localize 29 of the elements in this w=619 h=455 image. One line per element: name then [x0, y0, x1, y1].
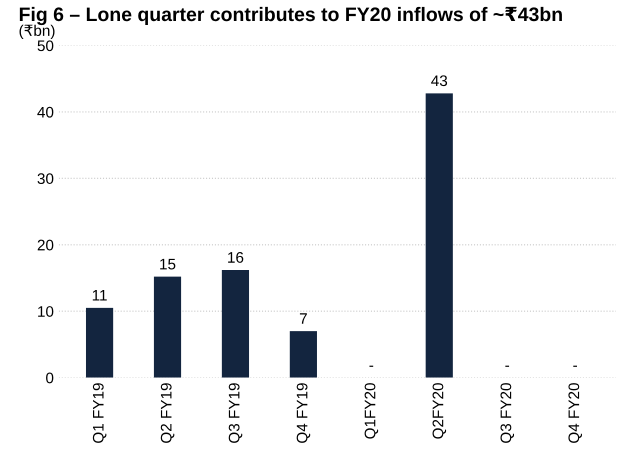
y-axis-title: (₹bn): [20, 24, 55, 39]
data-label: -: [573, 366, 578, 367]
data-label: 16: [228, 252, 244, 263]
y-tick-label: 40: [37, 106, 54, 118]
x-tick-label: Q4 FY19: [296, 383, 310, 443]
y-tick-label: 50: [38, 40, 54, 52]
bar: [222, 270, 250, 378]
y-tick-label: 30: [38, 173, 54, 184]
x-tick-label: Q1FY20: [364, 383, 378, 439]
data-label: 7: [300, 313, 307, 324]
bar: [426, 93, 453, 378]
x-tick-label: Q3 FY20: [500, 383, 514, 443]
y-tick-label: 0: [46, 372, 54, 384]
x-tick-label: Q4 FY20: [568, 383, 582, 443]
bar: [86, 308, 114, 378]
bar: [290, 331, 317, 378]
data-label: 43: [431, 75, 448, 86]
x-tick-label: Q2 FY19: [160, 383, 174, 443]
data-label: -: [369, 366, 374, 367]
x-tick-label: Q1 FY19: [92, 383, 106, 443]
y-tick-label: 20: [38, 240, 54, 250]
bar: [154, 276, 182, 378]
data-label: -: [505, 366, 510, 367]
data-label: 15: [160, 258, 176, 270]
x-tick-label: Q3 FY19: [228, 383, 242, 443]
x-tick-label: Q2FY20: [432, 383, 446, 439]
y-tick-label: 10: [38, 306, 54, 317]
chart-title: Fig 6 – Lone quarter contributes to FY20 inflows of ~₹43bn: [20, 6, 562, 26]
data-label: 11: [92, 290, 107, 301]
